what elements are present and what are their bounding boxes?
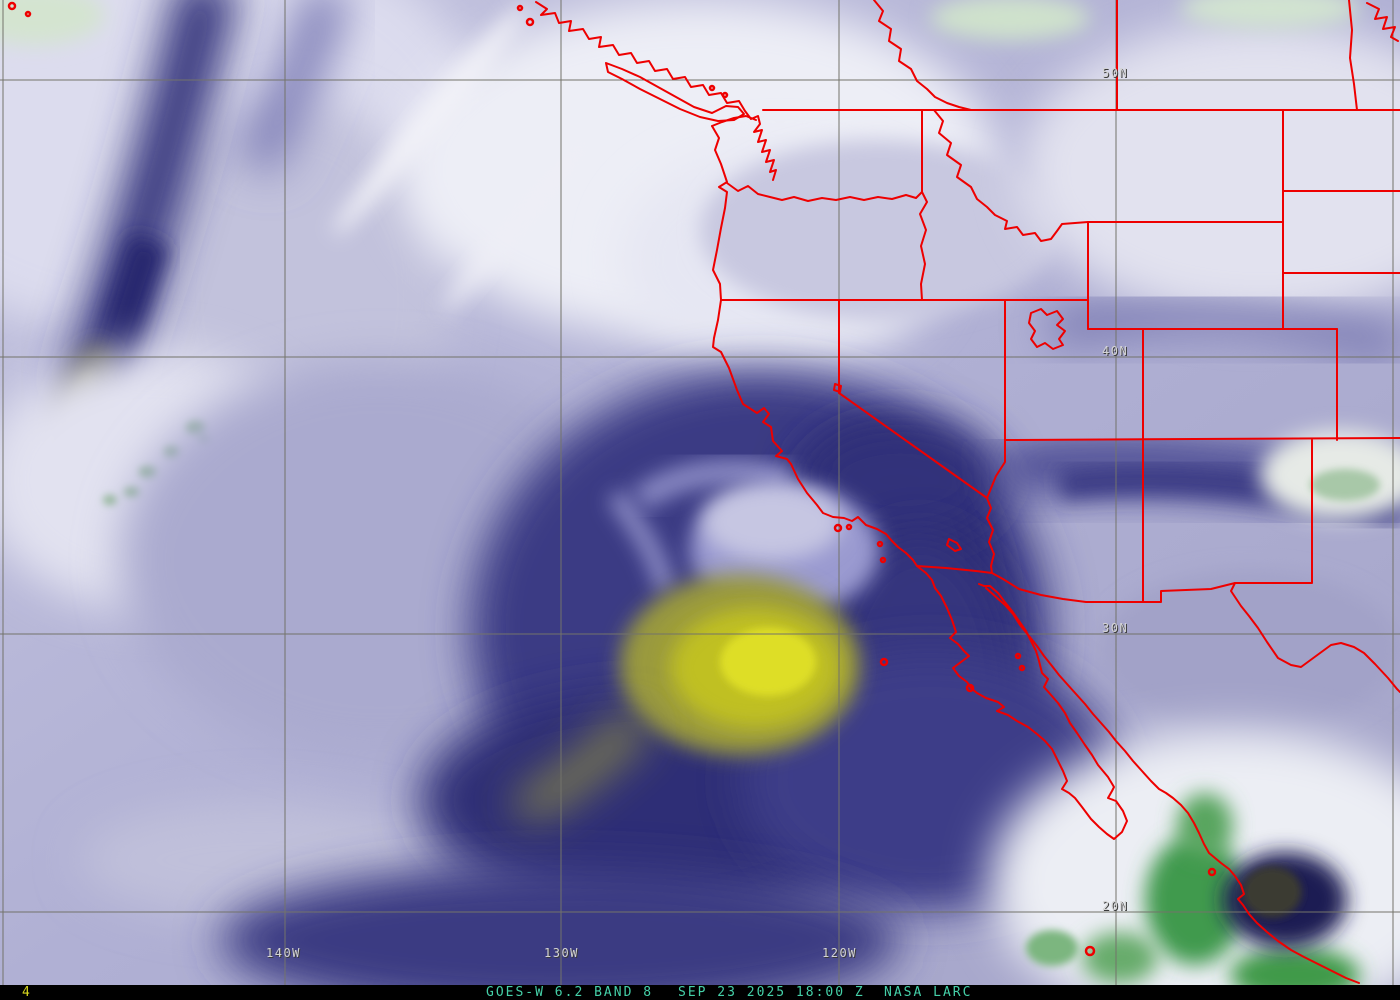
lat-label-20n: 20N: [1102, 899, 1129, 913]
wa-or-id-borders: [919, 109, 928, 301]
rio-grande-border: [1230, 582, 1400, 693]
nv-az-border: [986, 439, 1006, 499]
nm-tx-border: [1234, 439, 1313, 584]
caption-instrument: GOES-W 6.2 BAND 8: [486, 985, 654, 1000]
us-mexico-border: [916, 565, 993, 574]
guadalupe-island: [879, 657, 889, 667]
lon-label-130w: 130W: [544, 946, 579, 960]
islands: [7, 1, 1217, 957]
mexico-mainland-coast: [985, 587, 1360, 984]
great-salt-lake: [1028, 308, 1066, 350]
caption-credit: NASA LARC: [884, 985, 973, 1000]
caption-bar: 4 GOES-W 6.2 BAND 8 SEP 23 2025 18:00 Z …: [0, 985, 1400, 1000]
juan-de-fuca-strait: [711, 115, 757, 127]
socorro-island: [1084, 945, 1096, 957]
lon-label-120w: 120W: [822, 946, 857, 960]
ca-nv-border: [838, 299, 995, 574]
bc-ab-border: [873, 0, 986, 111]
us-west-coast: [711, 125, 918, 567]
caption-timestamp: SEP 23 2025 18:00 Z: [678, 985, 865, 1000]
columbia-river-border: [726, 182, 923, 202]
baja-california: [916, 565, 1128, 840]
lat-label-40n: 40N: [1102, 344, 1129, 358]
frame-number: 4: [22, 985, 32, 1000]
cedros-island: [965, 683, 975, 693]
lat-label-50n: 50N: [1102, 66, 1129, 80]
manitoba-lakes: [1366, 2, 1399, 42]
vancouver-island: [605, 62, 745, 122]
bc-coast: [535, 1, 777, 181]
islas-marias: [1207, 867, 1217, 877]
az-mexico-border: [991, 572, 1236, 603]
sk-mb-border: [1348, 0, 1358, 111]
37n-border: [1004, 437, 1400, 441]
salton-sea: [946, 538, 962, 552]
lake-tahoe: [833, 383, 842, 393]
id-mt-border: [933, 109, 1089, 242]
lon-label-140w: 140W: [266, 946, 301, 960]
map-border-overlay: [7, 0, 1400, 984]
lat-label-30n: 30N: [1102, 621, 1129, 635]
